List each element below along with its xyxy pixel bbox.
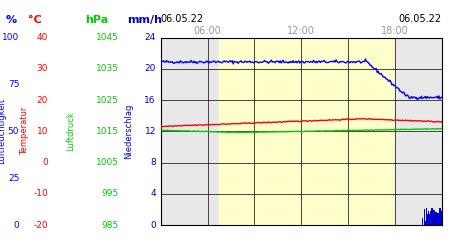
Text: 1045: 1045 [96,33,119,42]
Text: 8: 8 [150,158,156,167]
Bar [436,221,437,225]
Bar [428,211,429,225]
Bar [219,38,395,225]
Text: hPa: hPa [85,15,108,25]
Text: 0: 0 [42,158,48,167]
Bar [441,211,442,225]
Text: 06.05.22: 06.05.22 [161,14,204,24]
Text: -10: -10 [33,189,48,198]
Text: Luftdruck: Luftdruck [66,112,75,151]
Text: 985: 985 [102,220,119,230]
Text: 12:00: 12:00 [288,26,315,36]
Text: 16: 16 [144,96,156,104]
Text: Temperatur: Temperatur [20,107,29,156]
Text: 0: 0 [150,220,156,230]
Bar [438,218,440,225]
Bar [433,210,435,225]
Text: mm/h: mm/h [127,15,162,25]
Bar [422,218,423,225]
Text: Niederschlag: Niederschlag [124,104,133,159]
Bar [395,38,442,225]
Text: 06.05.22: 06.05.22 [399,14,442,24]
Text: 20: 20 [144,64,156,73]
Text: 18:00: 18:00 [381,26,409,36]
Text: Luftfeuchtigkeit: Luftfeuchtigkeit [0,98,6,164]
Text: 30: 30 [37,64,48,73]
Text: 1015: 1015 [96,127,119,136]
Bar [432,217,434,225]
Text: 24: 24 [144,33,156,42]
Text: 06:00: 06:00 [194,26,221,36]
Text: 1005: 1005 [96,158,119,167]
Text: 12: 12 [144,127,156,136]
Bar [425,221,426,225]
Bar [161,38,219,225]
Text: 100: 100 [2,33,19,42]
Text: 4: 4 [150,189,156,198]
Text: 0: 0 [14,220,19,230]
Bar [430,211,431,225]
Text: °C: °C [28,15,42,25]
Bar [424,209,425,225]
Bar [431,208,432,225]
Text: 1025: 1025 [96,96,119,104]
Text: 40: 40 [37,33,48,42]
Text: 75: 75 [8,80,19,89]
Bar [428,214,430,225]
Text: 995: 995 [102,189,119,198]
Text: 1035: 1035 [96,64,119,73]
Text: 20: 20 [37,96,48,104]
Bar [426,208,427,225]
Text: %: % [6,15,17,25]
Text: 50: 50 [8,127,19,136]
Text: 25: 25 [8,174,19,182]
Text: -20: -20 [34,220,48,230]
Text: 10: 10 [37,127,48,136]
Bar [437,213,439,225]
Bar [435,219,436,225]
Bar [439,208,441,225]
Bar [427,214,428,225]
